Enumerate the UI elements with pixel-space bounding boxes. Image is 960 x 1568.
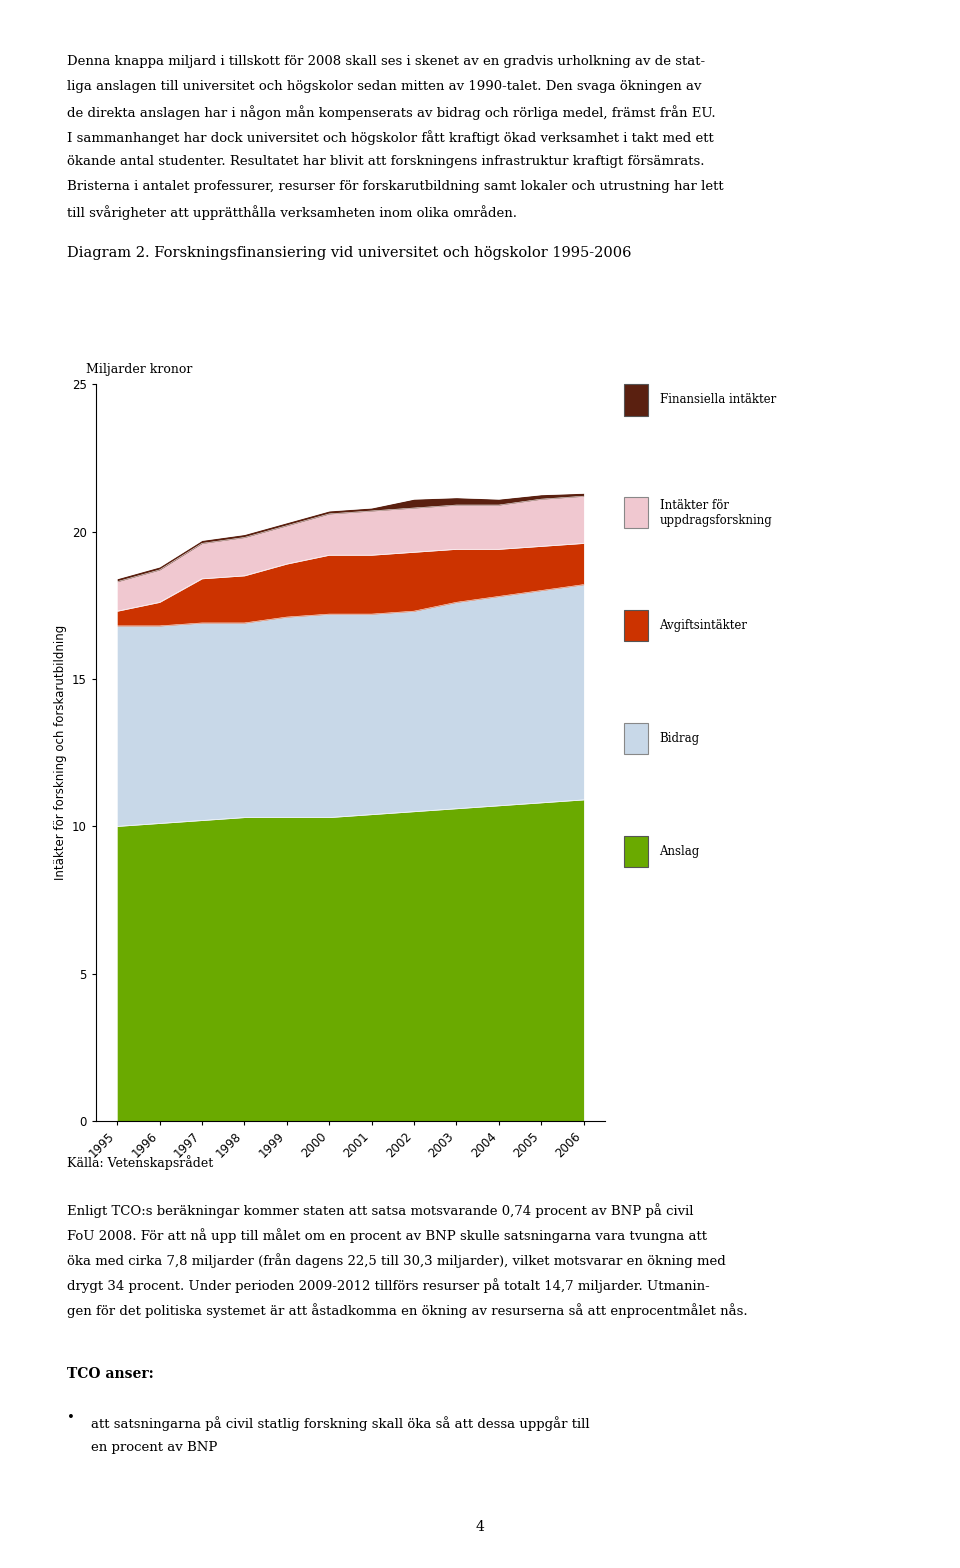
Text: Bidrag: Bidrag [660, 732, 700, 745]
Text: Bristerna i antalet professurer, resurser för forskarutbildning samt lokaler och: Bristerna i antalet professurer, resurse… [67, 180, 724, 193]
Text: Intäkter för
uppdragsforskning: Intäkter för uppdragsforskning [660, 499, 772, 527]
Text: Enligt TCO:s beräkningar kommer staten att satsa motsvarande 0,74 procent av BNP: Enligt TCO:s beräkningar kommer staten a… [67, 1203, 694, 1217]
Text: I sammanhanget har dock universitet och högskolor fått kraftigt ökad verksamhet : I sammanhanget har dock universitet och … [67, 130, 714, 144]
Text: Miljarder kronor: Miljarder kronor [86, 364, 193, 376]
Text: TCO anser:: TCO anser: [67, 1367, 154, 1381]
Text: Källa: Vetenskapsrådet: Källa: Vetenskapsrådet [67, 1156, 213, 1170]
Text: 4: 4 [475, 1519, 485, 1534]
Text: drygt 34 procent. Under perioden 2009-2012 tillförs resurser på totalt 14,7 milj: drygt 34 procent. Under perioden 2009-20… [67, 1278, 710, 1292]
Text: liga anslagen till universitet och högskolor sedan mitten av 1990-talet. Den sva: liga anslagen till universitet och högsk… [67, 80, 702, 93]
Text: Anslag: Anslag [660, 845, 700, 858]
Text: gen för det politiska systemet är att åstadkomma en ökning av resurserna så att : gen för det politiska systemet är att ås… [67, 1303, 748, 1317]
Text: Avgiftsintäkter: Avgiftsintäkter [660, 619, 748, 632]
Text: öka med cirka 7,8 miljarder (från dagens 22,5 till 30,3 miljarder), vilket motsv: öka med cirka 7,8 miljarder (från dagens… [67, 1253, 726, 1267]
Text: de direkta anslagen har i någon mån kompenserats av bidrag och rörliga medel, fr: de direkta anslagen har i någon mån komp… [67, 105, 716, 119]
Text: ökande antal studenter. Resultatet har blivit att forskningens infrastruktur kra: ökande antal studenter. Resultatet har b… [67, 155, 705, 168]
Text: att satsningarna på civil statlig forskning skall öka så att dessa uppgår till: att satsningarna på civil statlig forskn… [91, 1416, 589, 1430]
Text: Diagram 2. Forskningsfinansiering vid universitet och högskolor 1995-2006: Diagram 2. Forskningsfinansiering vid un… [67, 246, 632, 260]
Text: Finansiella intäkter: Finansiella intäkter [660, 394, 776, 406]
Text: Denna knappa miljard i tillskott för 2008 skall ses i skenet av en gradvis urhol: Denna knappa miljard i tillskott för 200… [67, 55, 706, 67]
Text: •: • [67, 1411, 75, 1424]
Text: FoU 2008. För att nå upp till målet om en procent av BNP skulle satsningarna var: FoU 2008. För att nå upp till målet om e… [67, 1228, 708, 1242]
Text: en procent av BNP: en procent av BNP [91, 1441, 218, 1454]
Text: till svårigheter att upprätthålla verksamheten inom olika områden.: till svårigheter att upprätthålla verksa… [67, 205, 517, 220]
Y-axis label: Intäkter för forskning och forskarutbildning: Intäkter för forskning och forskarutbild… [54, 626, 66, 880]
